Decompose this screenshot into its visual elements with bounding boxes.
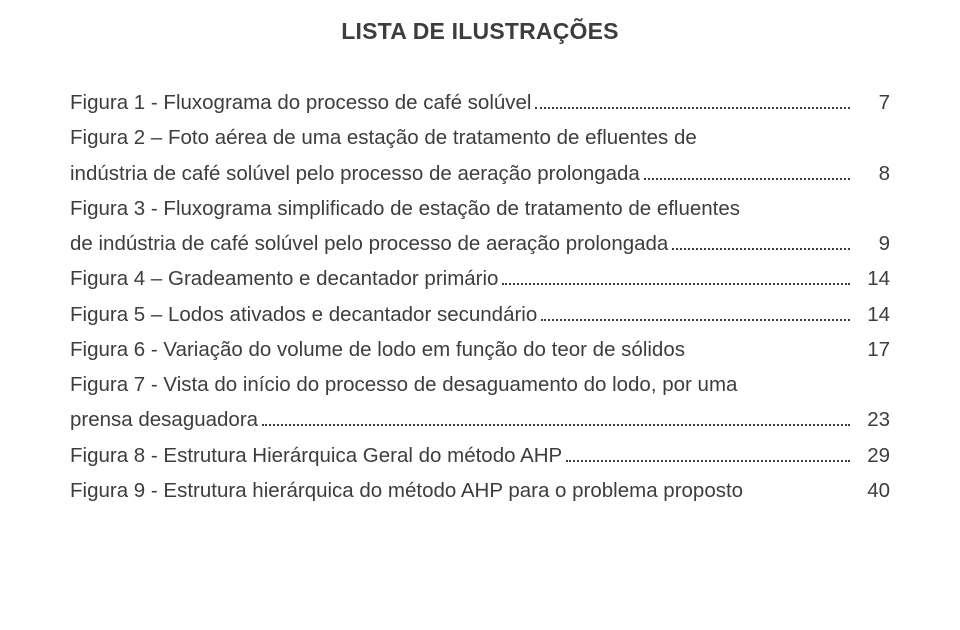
- entry-text: prensa desaguadora: [70, 402, 258, 437]
- entry-text: Figura 6 - Variação do volume de lodo em…: [70, 332, 685, 367]
- page-number: 9: [854, 226, 890, 261]
- list-entry: Figura 8 - Estrutura Hierárquica Geral d…: [70, 438, 890, 473]
- page-number: 29: [854, 438, 890, 473]
- leader-dots: [262, 406, 850, 426]
- list-entry: Figura 5 – Lodos ativados e decantador s…: [70, 297, 890, 332]
- page-number: 40: [854, 473, 890, 508]
- page: LISTA DE ILUSTRAÇÕES Figura 1 - Fluxogra…: [0, 0, 960, 630]
- page-number: 23: [854, 402, 890, 437]
- page-number: 8: [854, 156, 890, 191]
- list-entry: Figura 7 - Vista do início do processo d…: [70, 367, 890, 402]
- leader-dots: [541, 300, 850, 320]
- entry-text: Figura 4 – Gradeamento e decantador prim…: [70, 261, 498, 296]
- entry-text: Figura 9 - Estrutura hierárquica do méto…: [70, 473, 743, 508]
- entry-text: Figura 8 - Estrutura Hierárquica Geral d…: [70, 438, 562, 473]
- list-entry-continuation: indústria de café solúvel pelo processo …: [70, 156, 890, 191]
- list-entry: Figura 1 - Fluxograma do processo de caf…: [70, 85, 890, 120]
- list-entry: Figura 9 - Estrutura hierárquica do méto…: [70, 473, 890, 508]
- leader-dots: [672, 230, 850, 250]
- page-number: 17: [854, 332, 890, 367]
- page-number: 14: [854, 261, 890, 296]
- entry-text: Figura 5 – Lodos ativados e decantador s…: [70, 297, 537, 332]
- list-entry: Figura 3 - Fluxograma simplificado de es…: [70, 191, 890, 226]
- leader-dots: [566, 441, 850, 461]
- leader-dots: [535, 89, 850, 109]
- page-number: 14: [854, 297, 890, 332]
- list-entry: Figura 6 - Variação do volume de lodo em…: [70, 332, 890, 367]
- list-entry: Figura 4 – Gradeamento e decantador prim…: [70, 261, 890, 296]
- page-title: LISTA DE ILUSTRAÇÕES: [70, 18, 890, 45]
- leader-dots: [644, 159, 850, 179]
- page-number: 7: [854, 85, 890, 120]
- list-entry: Figura 2 – Foto aérea de uma estação de …: [70, 120, 890, 155]
- leader-dots: [502, 265, 850, 285]
- list-entry-continuation: prensa desaguadora 23: [70, 402, 890, 437]
- entry-text: indústria de café solúvel pelo processo …: [70, 156, 640, 191]
- list-entry-continuation: de indústria de café solúvel pelo proces…: [70, 226, 890, 261]
- entry-text: Figura 1 - Fluxograma do processo de caf…: [70, 85, 531, 120]
- entry-text: de indústria de café solúvel pelo proces…: [70, 226, 668, 261]
